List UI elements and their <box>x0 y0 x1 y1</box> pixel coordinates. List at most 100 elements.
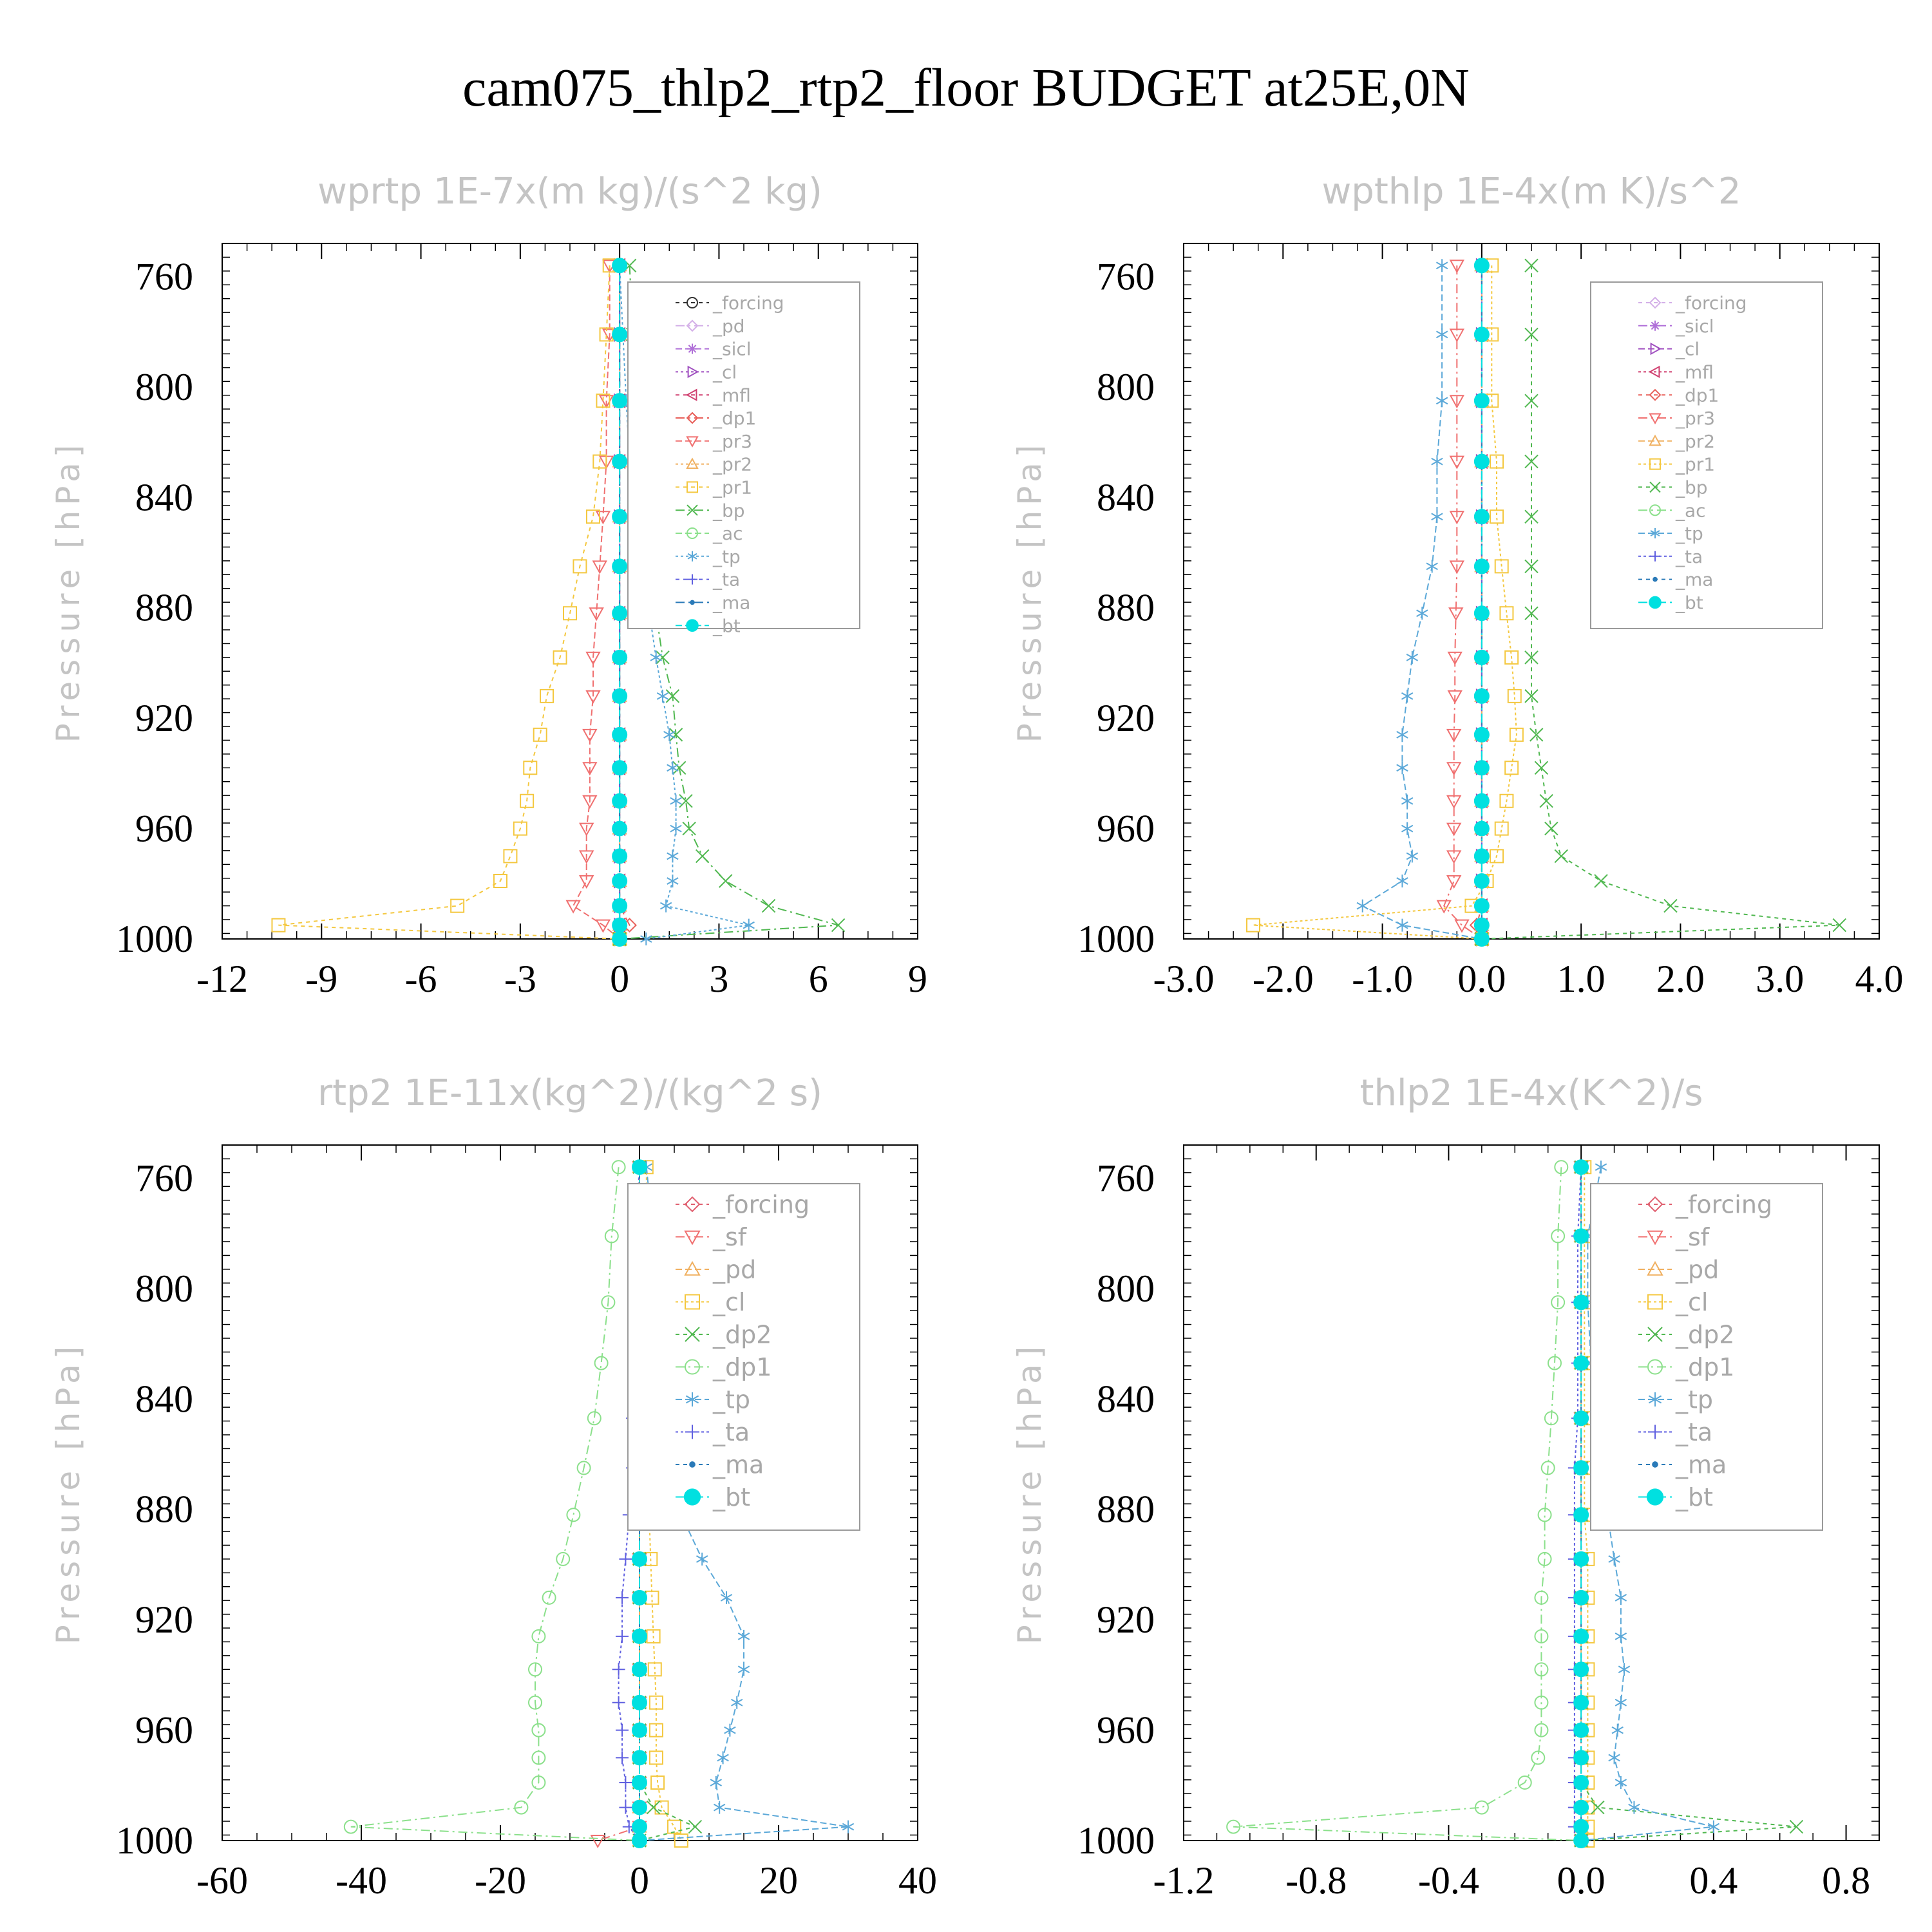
x-tick-label: 0.0 <box>1457 958 1506 1000</box>
data-point <box>579 875 594 889</box>
data-point <box>649 1750 663 1765</box>
series-line <box>1476 265 1482 940</box>
y-tick-label: 920 <box>135 1598 193 1641</box>
data-point <box>1551 1295 1566 1310</box>
legend-marker <box>686 619 699 632</box>
data-point <box>1507 688 1522 703</box>
data-point <box>1431 510 1443 524</box>
data-point <box>1396 875 1408 887</box>
data-point <box>1449 455 1464 469</box>
legend-marker <box>687 574 697 585</box>
data-point <box>670 822 682 835</box>
panel-title: wprtp 1E-7x(m kg)/(s^2 kg) <box>317 171 822 213</box>
data-point <box>1663 898 1678 913</box>
y-tick-label: 760 <box>1097 1157 1155 1199</box>
data-point <box>1401 689 1414 703</box>
data-point <box>595 919 611 933</box>
legend-marker <box>687 504 698 516</box>
data-point <box>1534 1590 1549 1605</box>
data-point <box>1473 649 1490 665</box>
data-point <box>1447 690 1463 704</box>
x-tick-label: -2.0 <box>1253 958 1314 1000</box>
legend-marker <box>685 1294 700 1310</box>
data-point <box>611 1160 626 1175</box>
series_tp <box>1356 259 1488 945</box>
data-point <box>612 509 628 525</box>
series_dp1 <box>343 1160 647 1848</box>
data-point <box>1524 327 1539 342</box>
data-point <box>1449 560 1464 574</box>
y-tick-label: 920 <box>135 697 193 739</box>
data-point <box>1573 1694 1589 1710</box>
data-point <box>1446 850 1462 864</box>
data-point <box>585 651 601 665</box>
data-point <box>1490 509 1504 524</box>
legend-marker <box>689 1461 696 1468</box>
data-point <box>1416 607 1428 620</box>
legend-marker <box>1648 365 1660 379</box>
series-line <box>1361 265 1482 940</box>
data-point <box>589 607 604 621</box>
data-point <box>586 509 600 524</box>
series_pr3 <box>1436 260 1490 947</box>
x-tick-label: -20 <box>475 1859 526 1902</box>
data-point <box>1524 393 1539 408</box>
series-line <box>1233 1167 1582 1841</box>
data-point <box>719 874 733 888</box>
x-tick-label: 4.0 <box>1855 958 1904 1000</box>
data-point <box>612 393 628 409</box>
legend-marker <box>1649 296 1662 309</box>
series_pr3 <box>565 260 627 947</box>
data-point <box>1573 1294 1589 1311</box>
panel-title: rtp2 1E-11x(kg^2)/(kg^2 s) <box>317 1072 822 1114</box>
data-point <box>665 689 680 703</box>
data-point <box>714 1801 726 1814</box>
legend-marker <box>1647 1230 1663 1245</box>
data-point <box>632 1551 647 1567</box>
data-point <box>672 761 687 775</box>
data-point <box>667 761 679 775</box>
legend-label: _ta <box>1675 1418 1712 1446</box>
data-point <box>1611 1723 1624 1737</box>
data-point <box>831 918 846 933</box>
legend-label: _cl <box>1675 339 1700 360</box>
data-point <box>1473 726 1490 743</box>
data-point <box>590 1835 605 1849</box>
data-point <box>1618 1663 1631 1676</box>
data-point <box>1707 1820 1720 1833</box>
data-point <box>1615 1629 1627 1643</box>
legend-marker <box>1646 1488 1664 1506</box>
data-point <box>493 874 507 888</box>
data-point <box>667 849 679 863</box>
y-tick-label: 880 <box>135 1488 193 1531</box>
data-point <box>1473 393 1490 409</box>
data-point <box>743 918 755 932</box>
data-point <box>1448 607 1464 621</box>
data-point <box>1406 650 1419 664</box>
figure-title: cam075_thlp2_rtp2_floor BUDGET at25E,0N <box>462 58 1470 118</box>
data-point <box>656 650 670 665</box>
legend-label: _dp1 <box>712 1353 772 1381</box>
data-point <box>1446 875 1462 889</box>
data-point <box>513 821 527 836</box>
legend: _forcing_sicl_cl_mfl_dp1_pr3_pr2_pr1_bp_… <box>1590 281 1823 629</box>
data-point <box>523 761 538 775</box>
y-axis-label: Pressure [hPa] <box>50 440 87 743</box>
data-point <box>1396 761 1408 775</box>
legend-label: _ta <box>712 569 740 591</box>
series-line <box>1443 265 1482 940</box>
data-point <box>632 1750 647 1766</box>
data-point <box>1431 455 1443 468</box>
data-point <box>594 1356 609 1370</box>
data-point <box>1789 1819 1804 1834</box>
data-point <box>612 1663 625 1676</box>
legend-marker <box>1650 551 1660 562</box>
legend-marker <box>687 343 697 354</box>
legend-label: _ta <box>1675 546 1703 567</box>
data-point <box>1573 1355 1589 1371</box>
data-point <box>1524 606 1539 620</box>
data-point <box>656 689 669 703</box>
data-point <box>1494 821 1509 836</box>
data-point <box>1537 1508 1552 1522</box>
